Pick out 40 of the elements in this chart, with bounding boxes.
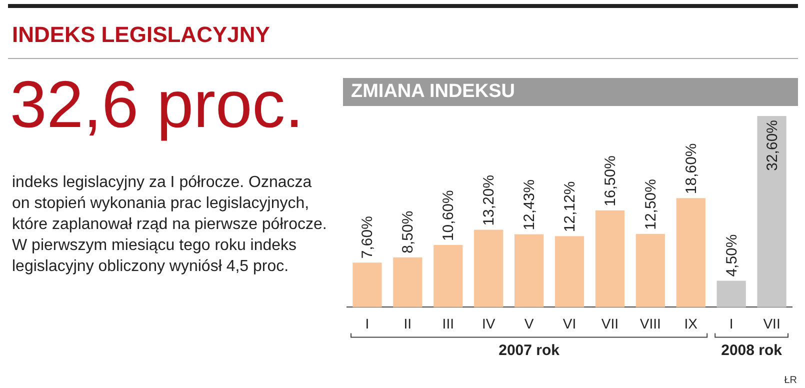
bar (474, 230, 504, 308)
text: ŁR (784, 375, 797, 386)
text: INDEKS LEGISLACYJNY (12, 22, 270, 48)
x-tick-label: I (729, 315, 734, 332)
data-label: 12,50% (642, 179, 660, 230)
x-tick-label: IX (684, 315, 698, 332)
text: 2007 rok (498, 342, 560, 359)
bar (352, 262, 382, 308)
data-label: 13,20% (480, 174, 498, 226)
x-tick-label: V (524, 315, 534, 332)
data-label: 12,12% (562, 181, 578, 232)
data-label: 8,50% (400, 210, 417, 254)
data-label: 16,50% (602, 156, 619, 206)
bar (393, 257, 422, 308)
bar (434, 245, 463, 308)
x-tick-label: I (365, 315, 370, 332)
x-tick-label: II (404, 315, 412, 332)
x-tick-label: VII (763, 315, 780, 332)
x-tick-label: IV (482, 315, 496, 332)
bar (554, 236, 584, 308)
text: indeks legislacyjny za I półrocze. Oznacza on stopień wykonania prac legislacyjnych, które zaplanował rząd na pierwsze półrocze. W pierwszym miesiącu tego roku indeks legislacyjny obliczony wyniósł 4,5 proc. (12, 173, 328, 277)
chart-subtitle: ZMIANA INDEKSU (343, 78, 798, 106)
bar (595, 210, 625, 308)
text: 2008 rok (721, 342, 783, 359)
bar (676, 198, 706, 308)
data-label: 32,60% (764, 120, 781, 171)
bar (757, 116, 786, 308)
text: 32,6 proc. (10, 66, 304, 142)
x-tick-label: VI (562, 315, 576, 332)
bar (514, 234, 544, 308)
bar (716, 280, 746, 308)
x-tick-label: III (442, 315, 454, 332)
data-label: 4,50% (723, 234, 740, 277)
data-label: 10,60% (440, 190, 458, 242)
x-tick-label: VIII (640, 315, 661, 332)
data-label: 12,43% (521, 179, 538, 230)
x-tick-label: VII (601, 315, 619, 332)
data-label: 18,60% (682, 143, 700, 194)
bar (636, 234, 665, 308)
data-label: 7,60% (359, 216, 376, 259)
